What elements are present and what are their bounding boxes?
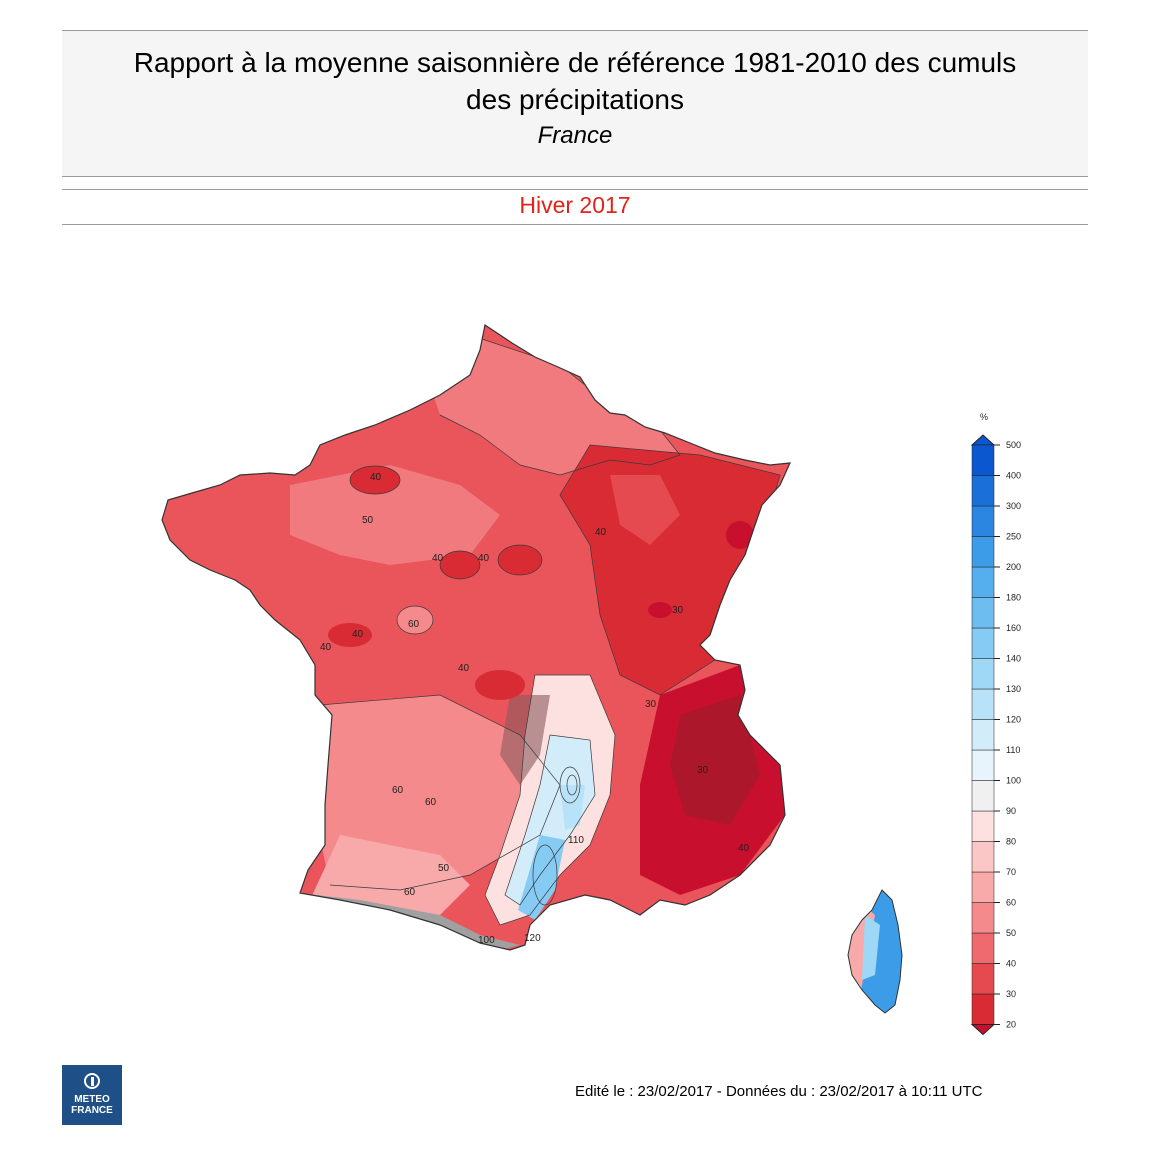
legend-tick-label: 70 [1006,867,1016,877]
legend-tick-label: 180 [1006,593,1021,603]
contour-label: 60 [392,785,404,796]
legend-tick-label: 90 [1006,806,1016,816]
corsica-outline [847,889,903,1014]
map-title-line-1: Rapport à la moyenne saisonnière de réfé… [133,47,1017,78]
footer-edit-info: Edité le : 23/02/2017 - Données du : 23/… [575,1083,983,1100]
legend-color-band [971,658,995,690]
legend-unit: % [980,412,988,422]
legend-color-band [971,932,995,964]
map-subtitle: France [537,122,613,149]
contour-label: 50 [438,863,450,874]
meteo-france-logo: METEO FRANCE [62,1065,122,1125]
contour-label: 60 [408,619,420,630]
logo-emblem-icon [84,1073,100,1089]
legend-tick-label: 100 [1006,776,1021,786]
legend-color-band [971,902,995,934]
legend-tick-label: 130 [1006,684,1021,694]
contour-label: 40 [595,527,607,538]
contour-label: 30 [645,699,657,710]
color-legend: % 20 30 40 50 60 70 80 90 100 110 120 130 140 160 180 2… [960,408,1050,1048]
legend-color-band [971,993,995,1025]
precipitation-map: 40 50 40 40 60 40 40 40 30 40 30 60 60 5… [140,315,960,1035]
logo-text-1: METEO [74,1094,110,1105]
contour-label: 40 [478,553,490,564]
legend-color-band [971,963,995,995]
legend-tick-label: 140 [1006,654,1021,664]
legend-color-band [971,749,995,781]
legend-tick-label: 50 [1006,928,1016,938]
legend-tick-label: 200 [1006,562,1021,572]
map-title-line-2: des précipitations [466,84,684,115]
contour-lines [319,334,781,926]
legend-color-band [971,719,995,751]
contour-label: 100 [478,935,495,946]
contour-label: 60 [425,797,437,808]
legend-tick-label: 400 [1006,471,1021,481]
mainland-outline [161,324,791,951]
contour-label: 40 [738,843,750,854]
legend-tick-label: 20 [1006,1020,1016,1030]
legend-tick-label: 40 [1006,959,1016,969]
divider-bottom [62,224,1088,225]
divider-top [62,189,1088,190]
legend-tick-label: 250 [1006,532,1021,542]
legend-color-band [971,444,995,476]
legend-color-band [971,688,995,720]
legend-tick-label: 60 [1006,898,1016,908]
contour-label: 40 [370,472,382,483]
legend-color-band [971,597,995,629]
legend-min-arrow [970,1024,996,1036]
legend-color-band [971,627,995,659]
legend-color-band [971,505,995,537]
legend-color-band [971,475,995,507]
title-panel: Rapport à la moyenne saisonnière de réfé… [62,30,1088,177]
legend-color-band [971,871,995,903]
legend-tick-label: 30 [1006,989,1016,999]
logo-text-2: FRANCE [71,1105,113,1116]
legend-color-band [971,536,995,568]
contour-label: 110 [568,835,584,846]
legend-color-band [971,810,995,842]
legend-max-arrow [970,434,996,446]
legend-color-band [971,780,995,812]
contour-label: 60 [404,887,416,898]
legend-color-band [971,566,995,598]
legend-color-band [971,841,995,873]
contour-label: 50 [362,515,374,526]
legend-tick-label: 120 [1006,715,1021,725]
legend-tick-label: 160 [1006,623,1021,633]
legend-tick-label: 500 [1006,440,1021,450]
contour-label-group: 40 50 40 40 60 40 40 40 30 40 30 60 60 5… [320,472,750,946]
contour-label: 40 [352,629,364,640]
contour-label: 40 [320,642,332,653]
contour-label: 40 [458,663,470,674]
legend-tick-label: 80 [1006,837,1016,847]
contour-label: 40 [432,553,444,564]
contour-label: 120 [524,933,541,944]
legend-tick-label: 110 [1006,745,1020,755]
legend-svg: % 20 30 40 50 60 70 80 90 100 110 120 130 140 160 180 2… [970,412,1021,1036]
corsica-fill [848,890,902,1013]
france-map-svg: 40 50 40 40 60 40 40 40 30 40 30 60 60 5… [161,324,903,1014]
legend-tick-label: 300 [1006,501,1021,511]
contour-label: 30 [672,605,684,616]
contour-label: 30 [697,765,709,776]
season-label: Hiver 2017 [519,192,631,218]
